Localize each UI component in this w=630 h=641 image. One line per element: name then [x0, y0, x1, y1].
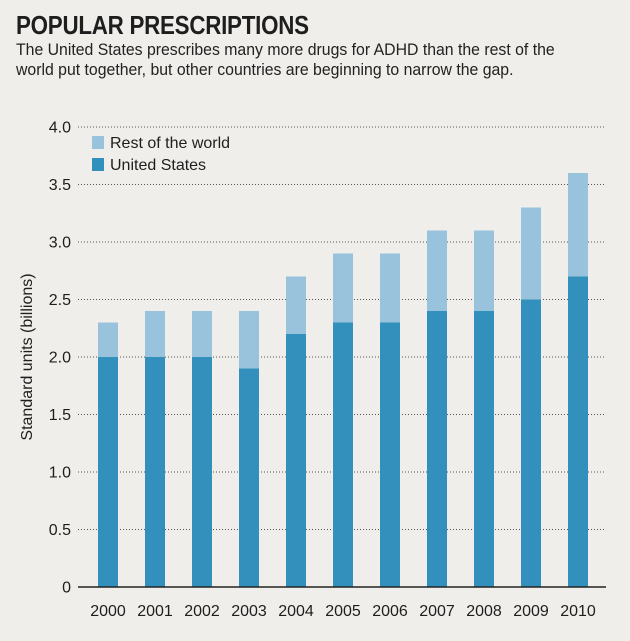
y-tick-label: 3.5 — [49, 177, 71, 194]
y-tick-label: 2.5 — [49, 292, 71, 309]
bar-united-states-2006 — [380, 322, 400, 587]
bar-rest-of-the-world-2000 — [98, 322, 118, 357]
bar-rest-of-the-world-2008 — [474, 230, 494, 311]
bar-united-states-2009 — [521, 299, 541, 587]
bar-rest-of-the-world-2001 — [145, 311, 165, 357]
bar-rest-of-the-world-2006 — [380, 253, 400, 323]
legend-swatch — [92, 136, 104, 149]
bar-rest-of-the-world-2010 — [568, 173, 588, 277]
chart-subtitle: The United States prescribes many more d… — [16, 40, 555, 79]
bar-united-states-2000 — [98, 357, 118, 587]
y-tick-label: 3.0 — [49, 235, 71, 252]
x-tick-label: 2005 — [325, 603, 361, 620]
x-tick-label: 2008 — [466, 603, 502, 620]
chart-title: POPULAR PRESCRIPTIONS — [16, 10, 309, 40]
bar-united-states-2002 — [192, 357, 212, 587]
bar-united-states-2007 — [427, 311, 447, 587]
x-tick-label: 2000 — [90, 603, 126, 620]
legend: Rest of the world United States — [92, 135, 230, 174]
x-tick-label: 2006 — [372, 603, 408, 620]
x-tick-label: 2003 — [231, 603, 267, 620]
y-tick-label: 0.5 — [49, 522, 71, 539]
y-tick-label: 4.0 — [49, 120, 71, 137]
x-tick-label: 2002 — [184, 603, 220, 620]
x-tick-label: 2010 — [560, 603, 596, 620]
x-tick-label: 2009 — [513, 603, 549, 620]
bar-united-states-2005 — [333, 322, 353, 587]
y-tick-label: 1.5 — [49, 407, 71, 424]
y-tick-label: 0 — [62, 580, 71, 597]
x-tick-label: 2007 — [419, 603, 455, 620]
bar-united-states-2008 — [474, 311, 494, 587]
legend-swatch — [92, 158, 104, 171]
bar-rest-of-the-world-2005 — [333, 253, 353, 323]
x-tick-label: 2004 — [278, 603, 314, 620]
y-tick-label: 2.0 — [49, 350, 71, 367]
bar-rest-of-the-world-2003 — [239, 311, 259, 369]
bar-united-states-2001 — [145, 357, 165, 587]
legend-label: Rest of the world — [110, 135, 230, 152]
y-tick-label: 1.0 — [49, 465, 71, 482]
y-axis-title: Standard units (billions) — [19, 273, 36, 440]
bar-rest-of-the-world-2004 — [286, 276, 306, 334]
bar-united-states-2010 — [568, 276, 588, 587]
bar-united-states-2004 — [286, 334, 306, 587]
bar-rest-of-the-world-2002 — [192, 311, 212, 357]
bar-rest-of-the-world-2009 — [521, 207, 541, 300]
legend-label: United States — [110, 157, 206, 174]
bar-rest-of-the-world-2007 — [427, 230, 447, 311]
x-tick-label: 2001 — [137, 603, 173, 620]
bar-united-states-2003 — [239, 368, 259, 587]
